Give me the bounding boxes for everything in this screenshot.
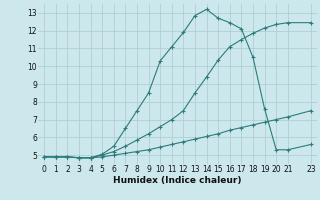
X-axis label: Humidex (Indice chaleur): Humidex (Indice chaleur) [113, 176, 242, 185]
